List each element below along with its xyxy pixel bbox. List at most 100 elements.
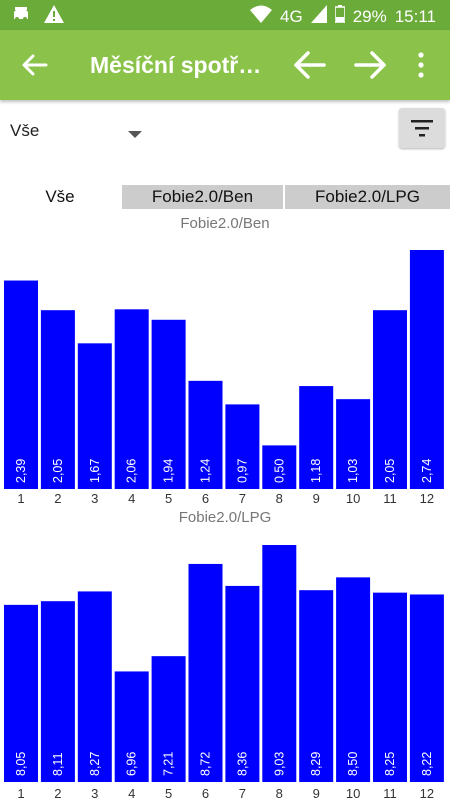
bar-value-label: 7,21 <box>162 752 176 776</box>
bar-value-label: 1,18 <box>309 459 323 483</box>
x-tick-label: 5 <box>165 491 172 506</box>
x-tick-label: 8 <box>276 786 283 798</box>
chart-ben: Fobie2.0/Ben 2,39 1 2,05 2 1,67 3 2,06 4 1,94 5 1,2… <box>4 215 444 506</box>
bar <box>114 671 149 782</box>
bar-value-label: 2,06 <box>125 459 139 483</box>
bar <box>4 280 38 489</box>
x-tick-label: 2 <box>54 786 61 798</box>
bar-value-label: 8,72 <box>199 752 213 776</box>
chart-lpg: Fobie2.0/LPG 8,05 1 8,11 2 8,27 3 6,96 4 7,21 5 8,7… <box>4 509 444 798</box>
bar-value-label: 6,96 <box>125 752 139 776</box>
wifi-icon <box>250 5 272 28</box>
x-tick-label: 11 <box>383 786 397 798</box>
filter-icon <box>411 119 433 142</box>
bar-value-label: 8,11 <box>51 753 65 776</box>
x-tick-label: 1 <box>17 491 24 506</box>
bar <box>40 601 75 782</box>
bar <box>77 343 112 489</box>
x-tick-label: 2 <box>54 491 61 506</box>
tab-ben[interactable]: Fobie2.0/Ben <box>122 185 283 209</box>
clock: 15:11 <box>394 6 436 26</box>
bar <box>40 310 75 489</box>
network-type: 4G <box>280 6 303 26</box>
bar <box>336 399 371 489</box>
chart-title: Fobie2.0/LPG <box>179 509 272 526</box>
warning-icon <box>44 5 64 28</box>
right-arrow-icon[interactable] <box>352 48 388 82</box>
filter-button[interactable] <box>399 108 445 148</box>
x-tick-label: 9 <box>313 491 320 506</box>
x-tick-label: 1 <box>17 786 24 798</box>
bar-value-label: 2,74 <box>420 459 434 483</box>
bar <box>77 591 112 782</box>
bar-value-label: 0,50 <box>272 459 286 483</box>
x-tick-label: 10 <box>346 786 360 798</box>
more-vert-icon[interactable] <box>414 50 428 80</box>
bar-value-label: 8,27 <box>88 752 102 776</box>
bar-value-label: 1,94 <box>162 459 176 483</box>
app-bar: Měsíční spotř… <box>0 30 450 100</box>
bar <box>373 592 407 782</box>
bar <box>262 545 297 782</box>
x-tick-label: 4 <box>128 491 135 506</box>
x-tick-label: 8 <box>276 491 283 506</box>
bar <box>409 594 444 782</box>
bar <box>262 445 297 489</box>
x-tick-label: 9 <box>313 786 320 798</box>
x-tick-label: 5 <box>165 786 172 798</box>
bar-value-label: 2,05 <box>51 459 65 483</box>
x-tick-label: 3 <box>91 786 98 798</box>
bar <box>409 250 444 489</box>
bar <box>114 309 149 489</box>
bar <box>188 380 223 489</box>
bar-value-label: 0,97 <box>235 459 249 483</box>
bar <box>299 386 334 489</box>
bar-value-label: 1,03 <box>346 459 360 483</box>
x-tick-label: 12 <box>420 491 434 506</box>
bar-value-label: 2,05 <box>383 459 397 483</box>
x-tick-label: 12 <box>420 786 434 798</box>
tab-bar: Vše Fobie2.0/Ben Fobie2.0/LPG <box>0 185 450 209</box>
x-tick-label: 4 <box>128 786 135 798</box>
bar-value-label: 8,36 <box>235 752 249 776</box>
cell-signal-icon <box>310 5 327 28</box>
left-arrow-icon[interactable] <box>292 48 328 82</box>
x-tick-label: 6 <box>202 786 209 798</box>
bar-value-label: 8,50 <box>346 752 360 776</box>
battery-percent: 29% <box>352 6 387 26</box>
tab-all[interactable]: Vše <box>0 185 120 209</box>
bar-value-label: 8,25 <box>383 752 397 776</box>
page-title: Měsíční spotř… <box>90 52 262 78</box>
x-tick-label: 3 <box>91 491 98 506</box>
bar <box>225 585 260 782</box>
bar <box>336 577 371 782</box>
bar-value-label: 9,03 <box>272 752 286 776</box>
bar-value-label: 8,29 <box>309 752 323 776</box>
x-tick-label: 10 <box>346 491 360 506</box>
tab-lpg[interactable]: Fobie2.0/LPG <box>285 185 450 209</box>
taxi-icon <box>12 6 30 27</box>
bar <box>151 319 186 489</box>
x-tick-label: 11 <box>383 491 397 506</box>
dropdown-caret-icon <box>128 126 142 144</box>
back-arrow-icon[interactable] <box>20 50 50 80</box>
bar <box>299 590 334 782</box>
bar <box>151 656 186 782</box>
x-tick-label: 6 <box>202 491 209 506</box>
vehicle-select-value: Vše <box>10 121 40 140</box>
bar-value-label: 8,05 <box>14 752 28 776</box>
bar <box>4 604 38 782</box>
status-bar: 4G 29% 15:11 <box>0 0 450 30</box>
x-tick-label: 7 <box>239 491 246 506</box>
bar-value-label: 8,22 <box>420 752 434 776</box>
battery-icon <box>333 5 346 28</box>
bar-value-label: 2,39 <box>14 459 28 483</box>
bar <box>225 404 260 489</box>
x-tick-label: 7 <box>239 786 246 798</box>
chart-title: Fobie2.0/Ben <box>180 215 269 232</box>
vehicle-select[interactable]: Vše <box>10 118 150 144</box>
bar <box>188 563 223 782</box>
bar-value-label: 1,67 <box>88 459 102 483</box>
bar-value-label: 1,24 <box>199 459 213 483</box>
bar <box>373 310 407 489</box>
